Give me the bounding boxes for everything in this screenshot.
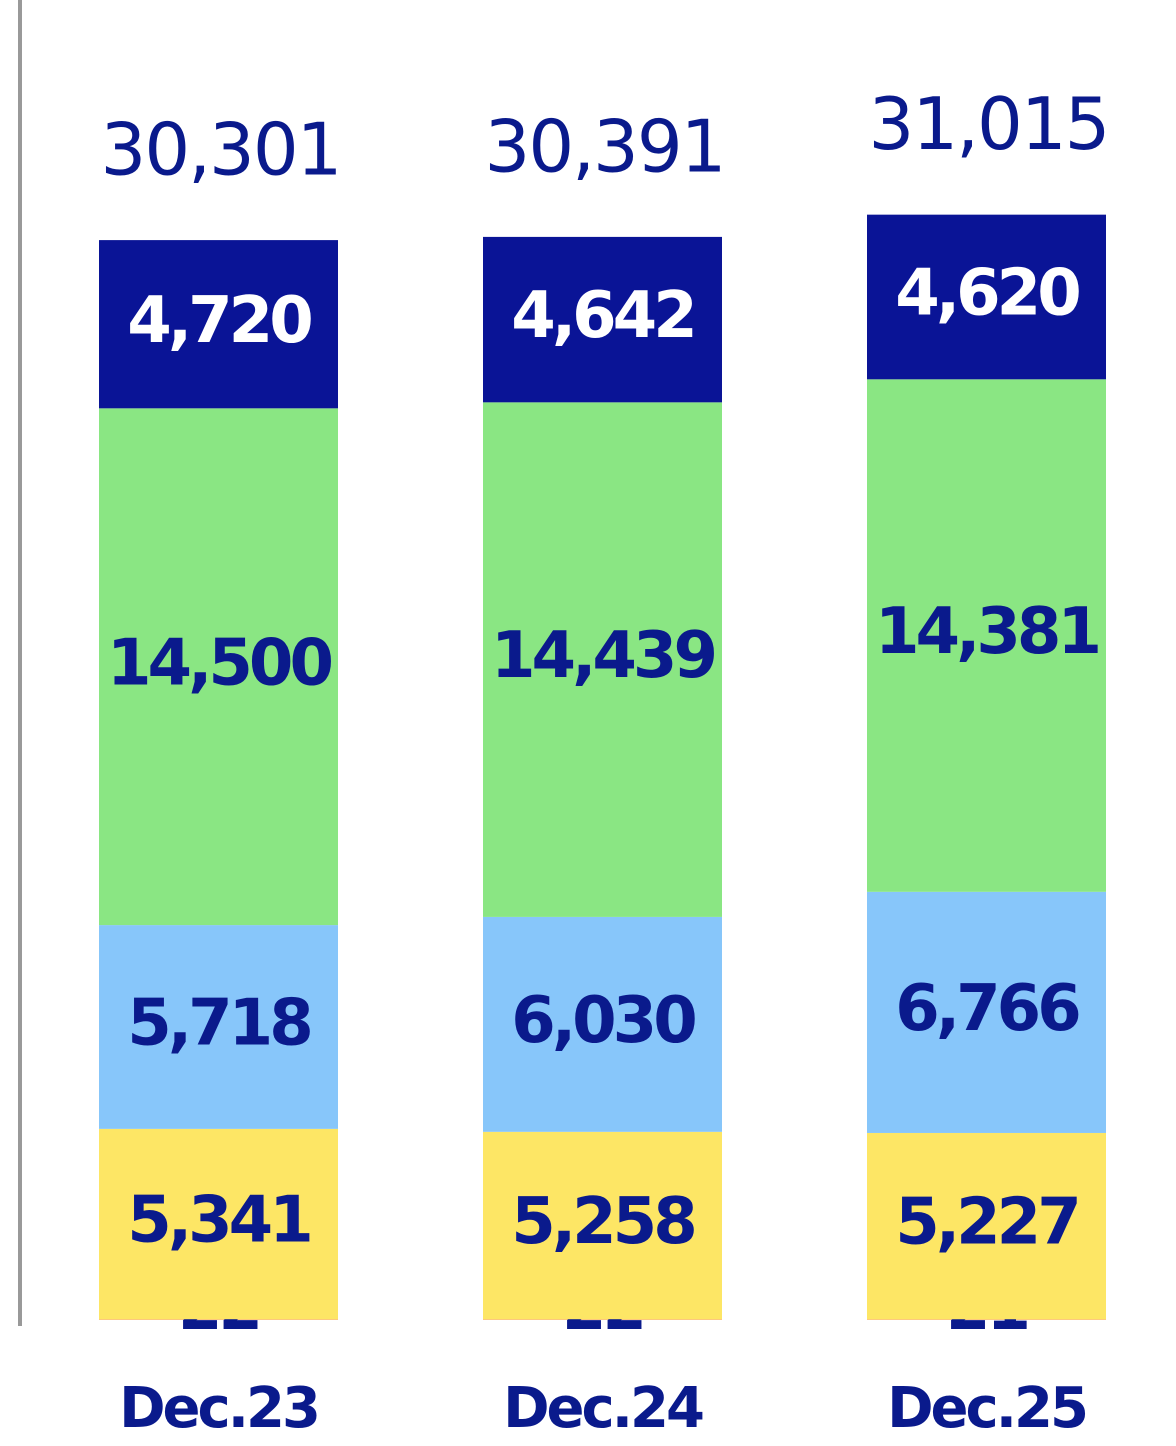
x-tick-label: Dec.23: [119, 1376, 318, 1441]
value-label: 4,720: [127, 284, 311, 358]
value-label: 14,439: [491, 619, 714, 693]
value-label: 14,500: [107, 626, 331, 700]
value-label: 6,766: [895, 972, 1079, 1046]
value-label: 4,642: [511, 279, 693, 353]
bar-segment: [483, 402, 722, 917]
total-label: 30,391: [485, 104, 725, 188]
value-label: 4,620: [895, 257, 1079, 331]
value-label: 5,718: [127, 987, 310, 1061]
total-label: 30,301: [101, 108, 341, 192]
bar-segment: [867, 1319, 1106, 1320]
bar-segment: [483, 236, 722, 403]
bar-segment: [483, 1319, 722, 1320]
x-tick-label: Dec.25: [887, 1376, 1086, 1441]
bar-segment: [483, 916, 722, 1132]
bar-segment: [99, 925, 338, 1129]
bar-segment: [867, 1132, 1106, 1320]
value-label: 5,341: [127, 1184, 310, 1258]
bar-segment: [99, 1128, 338, 1320]
bar-segment: [99, 240, 338, 409]
total-label: 31,015: [869, 82, 1109, 166]
bar-segment: [867, 891, 1106, 1133]
bar-segment: [867, 214, 1106, 380]
value-label: 5,258: [511, 1185, 694, 1259]
bar-segment: [867, 379, 1106, 892]
bar-segment: [99, 1319, 338, 1320]
value-label: 6,030: [511, 984, 695, 1058]
bar-segment: [483, 1131, 722, 1320]
value-label: 5,227: [895, 1186, 1077, 1260]
bar-segment: [99, 408, 338, 926]
x-tick-label: Dec.24: [503, 1376, 703, 1441]
value-label: 14,381: [875, 595, 1098, 669]
